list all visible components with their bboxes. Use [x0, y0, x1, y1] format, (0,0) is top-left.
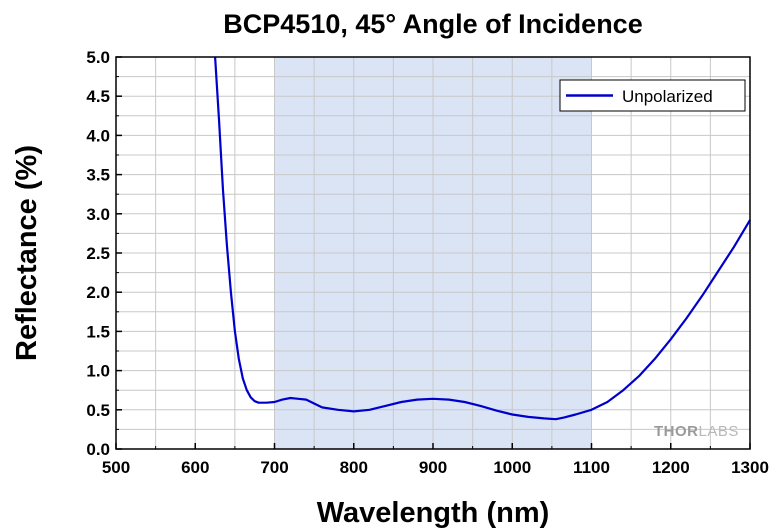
x-tick-label: 1100: [573, 458, 610, 477]
y-tick-label: 4.0: [86, 126, 110, 145]
chart-title: BCP4510, 45° Angle of Incidence: [223, 9, 642, 39]
x-tick-label: 800: [340, 458, 368, 477]
x-tick-label: 1200: [652, 458, 690, 477]
y-axis-label: Reflectance (%): [11, 145, 43, 361]
y-tick-label: 4.5: [86, 87, 110, 106]
series-line-unpolarized: [214, 56, 751, 421]
y-tick-label: 5.0: [86, 48, 110, 67]
y-tick-label: 1.5: [86, 322, 110, 341]
y-tick-label: 1.0: [86, 362, 110, 381]
y-tick-label: 0.0: [86, 440, 110, 459]
watermark-thor: THOR: [654, 423, 699, 440]
y-tick-label: 3.5: [86, 166, 110, 185]
legend-label-unpolarized: Unpolarized: [622, 87, 713, 106]
y-tick-label: 2.0: [86, 283, 110, 302]
x-tick-label: 600: [181, 458, 209, 477]
watermark-labs: LABS: [699, 423, 739, 440]
legend: Unpolarized: [559, 79, 746, 112]
watermark-logo: THORLABS: [654, 423, 739, 440]
x-tick-label: 1300: [731, 458, 769, 477]
x-tick-label: 700: [260, 458, 288, 477]
x-tick-label: 900: [419, 458, 447, 477]
x-axis-label: Wavelength (nm): [317, 497, 550, 529]
y-tick-label: 2.5: [86, 244, 110, 263]
x-tick-label: 500: [102, 458, 130, 477]
x-tick-label: 1000: [493, 458, 531, 477]
y-tick-label: 3.0: [86, 205, 110, 224]
plot-area: 500 600 700 800 900 1000 1100 1200 1300 0.0 0.5 1.0…: [86, 48, 769, 477]
y-tick-label: 0.5: [86, 401, 110, 420]
